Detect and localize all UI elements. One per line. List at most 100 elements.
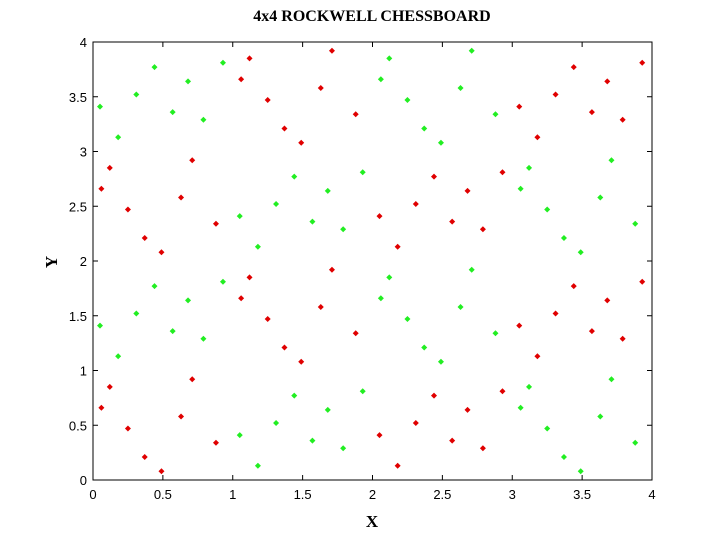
point — [317, 303, 324, 310]
point — [544, 206, 551, 213]
point — [169, 109, 176, 116]
point — [552, 310, 559, 317]
point — [264, 316, 271, 323]
point — [386, 55, 393, 62]
point — [619, 116, 626, 123]
point — [273, 201, 280, 208]
point — [639, 278, 646, 285]
point — [359, 388, 366, 395]
point — [212, 220, 219, 227]
point — [212, 439, 219, 446]
point — [534, 134, 541, 141]
point — [492, 111, 499, 118]
point — [421, 344, 428, 351]
point — [517, 404, 524, 411]
y-tick-label: 0 — [80, 473, 87, 488]
point — [298, 358, 305, 365]
chart-title: 4x4 ROCKWELL CHESSBOARD — [253, 8, 490, 25]
point — [632, 439, 639, 446]
point — [352, 330, 359, 337]
point — [158, 249, 165, 256]
y-tick-label: 1.5 — [69, 309, 87, 324]
point — [264, 97, 271, 104]
point — [178, 413, 185, 420]
point — [246, 55, 253, 62]
x-axis-label: X — [366, 512, 379, 531]
point — [597, 413, 604, 420]
point — [236, 213, 243, 220]
point — [632, 220, 639, 227]
point — [254, 243, 261, 250]
point — [124, 425, 131, 432]
point — [178, 194, 185, 201]
point — [552, 91, 559, 98]
point — [412, 201, 419, 208]
point — [588, 328, 595, 335]
point — [560, 235, 567, 242]
point — [544, 425, 551, 432]
point — [577, 249, 584, 256]
point — [238, 295, 245, 302]
point — [106, 383, 113, 390]
point — [517, 185, 524, 192]
point — [376, 432, 383, 439]
point — [534, 353, 541, 360]
point — [189, 157, 196, 164]
point — [309, 218, 316, 225]
point — [200, 116, 207, 123]
point — [291, 173, 298, 180]
point — [324, 406, 331, 413]
point — [468, 266, 475, 273]
point — [479, 445, 486, 452]
y-tick-label: 1 — [80, 364, 87, 379]
point — [124, 206, 131, 213]
point — [281, 344, 288, 351]
point — [273, 420, 280, 427]
series — [98, 47, 646, 475]
point — [394, 462, 401, 469]
point — [421, 125, 428, 132]
x-tick-label: 3.5 — [573, 487, 591, 502]
point — [236, 432, 243, 439]
point — [430, 392, 437, 399]
point — [516, 322, 523, 329]
point — [133, 91, 140, 98]
point — [437, 139, 444, 146]
point — [340, 445, 347, 452]
series — [96, 47, 639, 475]
point — [404, 97, 411, 104]
x-tick-label: 1 — [229, 487, 236, 502]
point — [219, 59, 226, 66]
point — [516, 103, 523, 110]
x-tick-label: 0 — [89, 487, 96, 502]
y-tick-label: 0.5 — [69, 418, 87, 433]
point — [115, 353, 122, 360]
y-axis-label: Y — [42, 256, 61, 268]
point — [570, 283, 577, 290]
point — [324, 187, 331, 194]
point — [457, 84, 464, 91]
y-tick-label: 2.5 — [69, 199, 87, 214]
y-tick-label: 3 — [80, 145, 87, 160]
point — [377, 295, 384, 302]
plot-frame — [92, 41, 653, 481]
point — [604, 297, 611, 304]
point — [359, 169, 366, 176]
point — [141, 235, 148, 242]
point — [238, 76, 245, 83]
point — [437, 358, 444, 365]
point — [158, 468, 165, 475]
point — [328, 47, 335, 54]
x-tick-label: 3 — [509, 487, 516, 502]
x-tick-label: 0.5 — [154, 487, 172, 502]
point — [254, 462, 261, 469]
point — [577, 468, 584, 475]
point — [141, 454, 148, 461]
point — [468, 47, 475, 54]
point — [340, 226, 347, 233]
point — [619, 335, 626, 342]
point — [281, 125, 288, 132]
x-tick-label: 2 — [369, 487, 376, 502]
point — [588, 109, 595, 116]
